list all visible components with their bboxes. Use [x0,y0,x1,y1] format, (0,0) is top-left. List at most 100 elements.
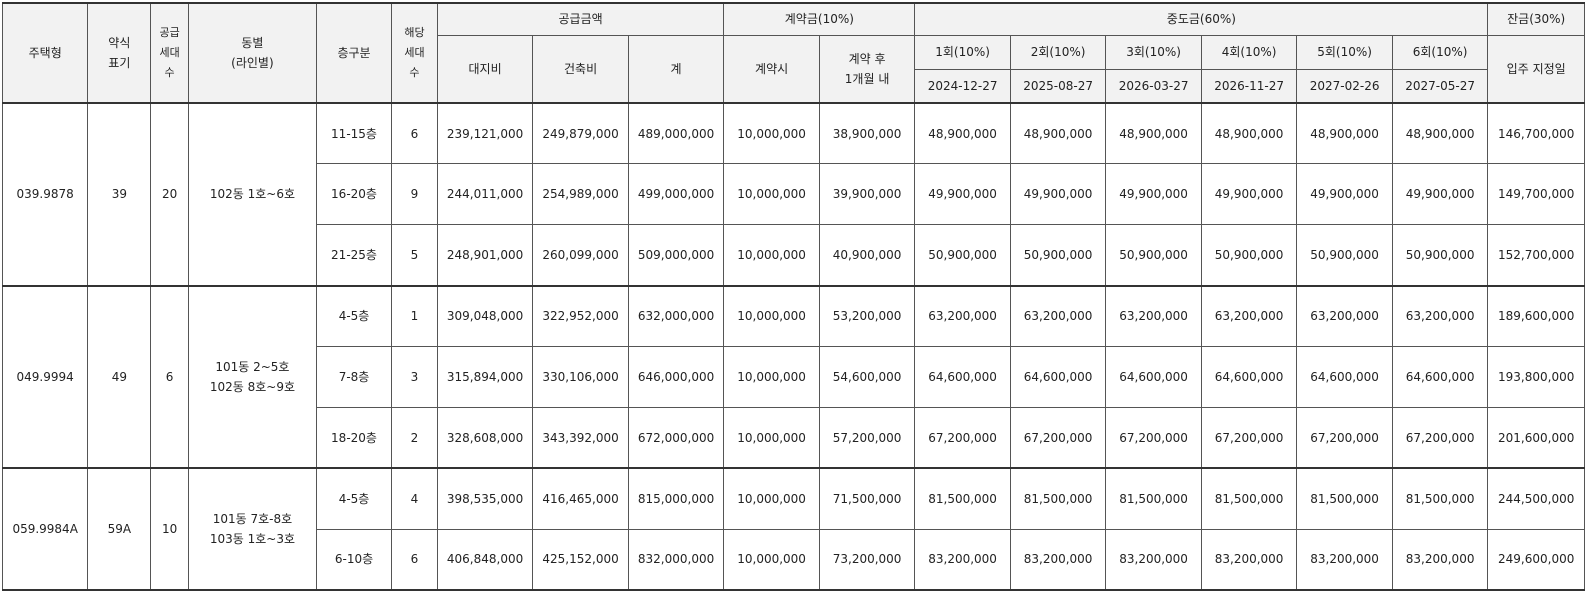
cell-deposit-at: 10,000,000 [723,467,820,530]
cell-deposit-at: 10,000,000 [723,163,820,226]
cell-balance: 189,600,000 [1487,285,1585,347]
cell-deposit-after: 38,900,000 [818,102,916,165]
cell-building: 101동 7호-8호 103동 1호~3호 [187,467,317,591]
cell-interim-5: 48,900,000 [1296,102,1393,165]
cell-floor: 6-10층 [315,528,393,591]
cell-total: 499,000,000 [627,163,725,226]
cell-supply-units: 10 [150,467,189,591]
cell-floor: 18-20층 [315,406,393,470]
cell-deposit-after: 53,200,000 [818,285,916,347]
cell-interim-2: 49,900,000 [1009,163,1107,226]
header-interim-round-3: 3회(10%) [1105,34,1202,70]
cell-interim-6: 67,200,000 [1391,406,1489,470]
cell-interim-5: 49,900,000 [1296,163,1393,226]
cell-interim-6: 63,200,000 [1391,285,1489,347]
cell-interim-1: 63,200,000 [914,285,1011,347]
cell-interim-1: 48,900,000 [914,102,1011,165]
cell-deposit-after: 71,500,000 [818,467,916,530]
cell-construction: 322,952,000 [532,285,629,347]
cell-interim-4: 63,200,000 [1200,285,1298,347]
cell-interim-2: 83,200,000 [1009,528,1107,591]
cell-land: 309,048,000 [436,285,534,347]
cell-interim-2: 50,900,000 [1009,224,1107,287]
cell-deposit-after: 40,900,000 [818,224,916,287]
cell-building: 102동 1호~6호 [187,102,317,287]
cell-interim-1: 81,500,000 [914,467,1011,530]
header-interim-round-2: 2회(10%) [1009,34,1107,70]
cell-construction: 330,106,000 [532,346,629,408]
cell-interim-3: 64,600,000 [1105,346,1202,408]
header-units: 해당 세대 수 [391,2,438,104]
cell-land: 406,848,000 [436,528,534,591]
cell-floor: 7-8층 [315,346,393,408]
cell-interim-4: 50,900,000 [1200,224,1298,287]
header-interim-date-5: 2027-02-26 [1296,68,1393,104]
cell-balance: 146,700,000 [1487,102,1585,165]
cell-units: 5 [391,224,438,287]
cell-interim-1: 49,900,000 [914,163,1011,226]
cell-interim-3: 67,200,000 [1105,406,1202,470]
cell-construction: 425,152,000 [532,528,629,591]
cell-supply-units: 6 [150,285,189,470]
cell-total: 489,000,000 [627,102,725,165]
table-row: 18-20층 2 328,608,000 343,392,000 672,000,000… [3,406,1585,470]
cell-interim-5: 63,200,000 [1296,285,1393,347]
cell-floor: 4-5층 [315,285,393,347]
cell-total: 646,000,000 [627,346,725,408]
cell-interim-1: 50,900,000 [914,224,1011,287]
cell-construction: 260,099,000 [532,224,629,287]
header-supply-amount: 공급금액 [436,2,725,36]
cell-deposit-at: 10,000,000 [723,346,820,408]
table-row: 16-20층 9 244,011,000 254,989,000 499,000,000… [3,163,1585,226]
header-interim-round-6: 6회(10%) [1391,34,1489,70]
table-row: 049.9994 49 6 101동 2~5호 102동 8호~9호 4-5층 1 309,… [1,285,1585,470]
table-header: 주택형 약식 표기 공급 세대 수 동별 (라인별) 층구분 해당 세대 수 공… [1,2,1585,104]
cell-type: 039.9878 [1,102,89,287]
cell-interim-5: 64,600,000 [1296,346,1393,408]
header-floor: 층구분 [315,2,393,104]
cell-interim-2: 63,200,000 [1009,285,1107,347]
header-balance: 잔금(30%) [1487,2,1585,36]
cell-land: 244,011,000 [436,163,534,226]
table-row: 059.9984A 59A 10 101동 7호-8호 103동 1호~3호 4-5층 4… [1,467,1585,591]
cell-deposit-at: 10,000,000 [723,224,820,287]
cell-type: 059.9984A [1,467,89,591]
cell-units: 6 [391,528,438,591]
header-interim-date-2: 2025-08-27 [1009,68,1107,104]
cell-balance: 201,600,000 [1487,406,1585,470]
header-building: 동별 (라인별) [187,2,317,104]
header-total: 계 [627,34,725,104]
cell-interim-6: 49,900,000 [1391,163,1489,226]
cell-interim-3: 81,500,000 [1105,467,1202,530]
cell-balance: 193,800,000 [1487,346,1585,408]
cell-interim-4: 64,600,000 [1200,346,1298,408]
cell-land: 248,901,000 [436,224,534,287]
cell-floor: 16-20층 [315,163,393,226]
header-deposit-at: 계약시 [723,34,820,104]
cell-land: 315,894,000 [436,346,534,408]
header-supply-units: 공급 세대 수 [150,2,189,104]
cell-interim-6: 64,600,000 [1391,346,1489,408]
cell-interim-3: 83,200,000 [1105,528,1202,591]
cell-interim-4: 67,200,000 [1200,406,1298,470]
header-interim-date-3: 2026-03-27 [1105,68,1202,104]
cell-balance: 244,500,000 [1487,467,1585,530]
cell-interim-2: 64,600,000 [1009,346,1107,408]
cell-interim-4: 83,200,000 [1200,528,1298,591]
table-row: 7-8층 3 315,894,000 330,106,000 646,000,000 10… [3,346,1585,408]
cell-interim-2: 67,200,000 [1009,406,1107,470]
cell-interim-1: 83,200,000 [914,528,1011,591]
cell-construction: 416,465,000 [532,467,629,530]
cell-total: 509,000,000 [627,224,725,287]
cell-interim-5: 81,500,000 [1296,467,1393,530]
cell-deposit-after: 39,900,000 [818,163,916,226]
header-interim-date-4: 2026-11-27 [1200,68,1298,104]
cell-interim-5: 67,200,000 [1296,406,1393,470]
header-balance-date: 입주 지정일 [1487,34,1585,104]
cell-land: 398,535,000 [436,467,534,530]
cell-interim-4: 49,900,000 [1200,163,1298,226]
cell-total: 632,000,000 [627,285,725,347]
cell-interim-5: 50,900,000 [1296,224,1393,287]
header-deposit-after: 계약 후 1개월 내 [818,34,916,104]
